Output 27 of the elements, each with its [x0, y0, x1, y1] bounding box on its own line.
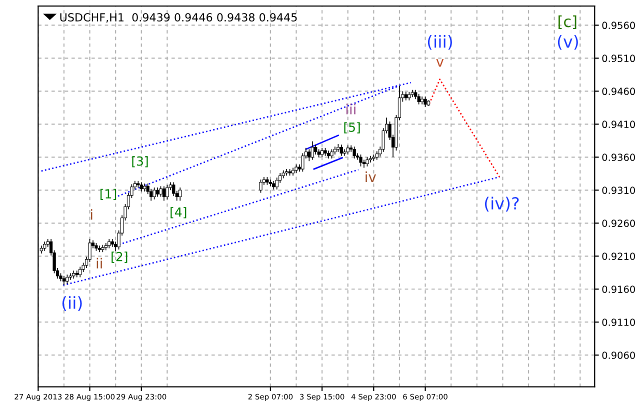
annotation: [2]	[112, 252, 128, 263]
y-tick-label: 0.9110	[602, 318, 635, 326]
annotation: iii	[346, 104, 356, 114]
annotation: (ii)	[62, 296, 82, 311]
annotation: [3]	[132, 156, 148, 168]
annotation: [c]	[558, 15, 576, 30]
annotation: [4]	[170, 207, 186, 218]
annotation: [1]	[100, 188, 116, 200]
annotation: (v)	[558, 34, 578, 50]
y-tick-label: 0.9410	[602, 120, 635, 128]
y-tick-label: 0.9260	[602, 220, 635, 227]
annotation: (iv)?	[484, 196, 519, 212]
y-tick-label: 0.9160	[602, 286, 635, 293]
annotation: (iii)	[428, 34, 452, 50]
y-tick-label: 0.9360	[602, 154, 635, 161]
y-tick-label: 0.9210	[602, 252, 635, 260]
y-tick-label: 0.9060	[602, 352, 635, 359]
annotation: v	[436, 59, 444, 67]
y-tick-label: 0.9460	[602, 88, 635, 96]
y-tick-label: 0.9310	[602, 186, 635, 194]
y-tick-label: 0.9560	[602, 22, 635, 30]
annotation: [5]	[344, 122, 360, 134]
text: USDCHF,H1 0.9439 0.9446 0.9438 0.9445	[60, 13, 297, 23]
annotation: i	[90, 209, 92, 220]
annotation: iv	[366, 171, 376, 182]
y-tick-label: 0.9510	[602, 54, 635, 62]
annotation: ii	[96, 258, 102, 268]
